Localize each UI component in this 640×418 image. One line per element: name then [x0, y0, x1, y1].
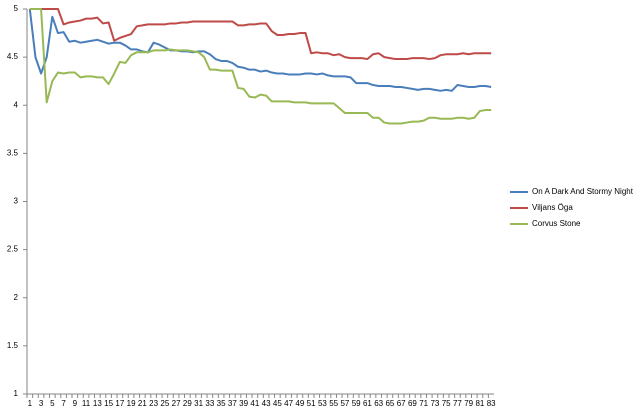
x-tick-label: 63: [374, 399, 383, 408]
x-tick-label: 41: [250, 399, 259, 408]
x-tick-label: 77: [453, 399, 462, 408]
x-tick-label: 83: [487, 399, 496, 408]
x-tick-label: 15: [104, 399, 113, 408]
y-tick-label: 4.5: [7, 52, 19, 61]
x-tick-label: 27: [172, 399, 181, 408]
y-tick-label: 4: [14, 100, 19, 109]
x-tick-label: 67: [397, 399, 406, 408]
x-tick-label: 29: [183, 399, 192, 408]
y-tick-label: 5: [14, 4, 19, 13]
x-tick-label: 69: [408, 399, 417, 408]
x-tick-label: 75: [442, 399, 451, 408]
x-tick-label: 45: [273, 399, 282, 408]
x-tick-label: 1: [28, 399, 33, 408]
x-tick-label: 51: [307, 399, 316, 408]
series-line: [29, 8, 492, 61]
x-tick-label: 81: [475, 399, 484, 408]
y-tick-label: 2.5: [7, 245, 19, 254]
x-tick-label: 11: [82, 399, 91, 408]
x-tick-label: 7: [61, 399, 66, 408]
x-tick-label: 35: [217, 399, 226, 408]
x-tick-label: 61: [363, 399, 372, 408]
x-tick-label: 33: [205, 399, 214, 408]
y-tick-label: 1: [14, 389, 19, 398]
x-tick-label: 39: [239, 399, 248, 408]
x-tick-label: 17: [115, 399, 124, 408]
legend-label: On A Dark And Stormy Night: [532, 187, 634, 196]
y-tick-label: 3.5: [7, 148, 19, 157]
series-line: [29, 8, 492, 125]
x-tick-label: 5: [50, 399, 55, 408]
x-tick-label: 3: [39, 399, 44, 408]
x-tick-label: 21: [138, 399, 147, 408]
x-tick-label: 23: [149, 399, 158, 408]
x-tick-label: 43: [262, 399, 271, 408]
legend-label: Corvus Stone: [532, 219, 581, 228]
y-tick-label: 3: [14, 197, 19, 206]
x-tick-label: 73: [430, 399, 439, 408]
legend-label: Viljans Öga: [532, 203, 573, 212]
x-tick-label: 49: [295, 399, 304, 408]
x-tick-label: 57: [340, 399, 349, 408]
y-tick-label: 2: [14, 293, 19, 302]
x-tick-label: 79: [464, 399, 473, 408]
x-tick-label: 37: [228, 399, 237, 408]
x-tick-label: 65: [385, 399, 394, 408]
x-tick-label: 53: [318, 399, 327, 408]
x-tick-label: 13: [93, 399, 102, 408]
series-line: [28, 8, 492, 92]
x-tick-label: 19: [127, 399, 136, 408]
x-tick-label: 55: [329, 399, 338, 408]
x-tick-label: 71: [419, 399, 428, 408]
x-tick-label: 25: [160, 399, 169, 408]
x-tick-label: 47: [284, 399, 293, 408]
x-tick-label: 9: [73, 399, 78, 408]
x-tick-label: 31: [194, 399, 203, 408]
x-tick-label: 59: [352, 399, 361, 408]
y-tick-label: 1.5: [7, 341, 19, 350]
